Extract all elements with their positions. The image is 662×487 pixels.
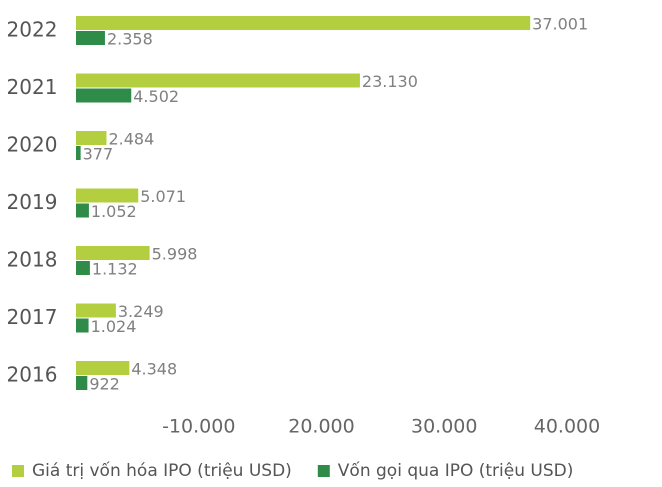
x-tick-label: 30.000 bbox=[411, 416, 477, 438]
y-tick-label: 2017 bbox=[7, 305, 58, 329]
value-label: 4.348 bbox=[131, 360, 177, 379]
bar bbox=[76, 146, 81, 160]
y-tick-label: 2016 bbox=[7, 363, 58, 387]
legend-swatch bbox=[317, 465, 330, 477]
y-tick-label: 2018 bbox=[7, 248, 58, 272]
value-label: 377 bbox=[83, 145, 114, 164]
y-tick-label: 2021 bbox=[7, 75, 58, 99]
value-label: 5.998 bbox=[152, 245, 198, 264]
bar bbox=[76, 318, 89, 333]
bar bbox=[76, 16, 531, 30]
value-label: 1.132 bbox=[92, 260, 138, 279]
value-label: 23.130 bbox=[362, 72, 418, 91]
bar bbox=[76, 376, 88, 390]
x-tick-label: -10.000 bbox=[162, 416, 235, 438]
y-tick-label: 2022 bbox=[7, 18, 58, 42]
bar bbox=[76, 246, 150, 260]
value-label: 1.052 bbox=[91, 202, 137, 221]
x-tick-label: 40.000 bbox=[534, 416, 600, 438]
value-label: 1.024 bbox=[91, 317, 137, 336]
value-label: 5.071 bbox=[140, 187, 186, 206]
value-label: 2.484 bbox=[108, 130, 154, 149]
legend-label: Giá trị vốn hóa IPO (triệu USD) bbox=[32, 460, 292, 481]
value-label: 37.001 bbox=[532, 15, 588, 34]
bar bbox=[76, 203, 89, 218]
value-label: 4.502 bbox=[133, 87, 179, 106]
y-tick-label: 2020 bbox=[7, 133, 58, 157]
y-tick-label: 2019 bbox=[7, 190, 58, 214]
bar bbox=[76, 303, 116, 318]
value-label: 922 bbox=[89, 375, 120, 394]
value-label: 2.358 bbox=[107, 30, 153, 49]
bar bbox=[76, 188, 139, 203]
value-label: 3.249 bbox=[118, 302, 164, 321]
x-tick-label: 20.000 bbox=[288, 416, 354, 438]
legend-label: Vốn gọi qua IPO (triệu USD) bbox=[338, 460, 574, 481]
bar bbox=[76, 73, 360, 88]
bar bbox=[76, 88, 132, 103]
bar bbox=[76, 261, 90, 275]
bar bbox=[76, 131, 107, 145]
bar bbox=[76, 361, 130, 375]
legend-swatch bbox=[12, 465, 24, 477]
bar bbox=[76, 31, 105, 45]
